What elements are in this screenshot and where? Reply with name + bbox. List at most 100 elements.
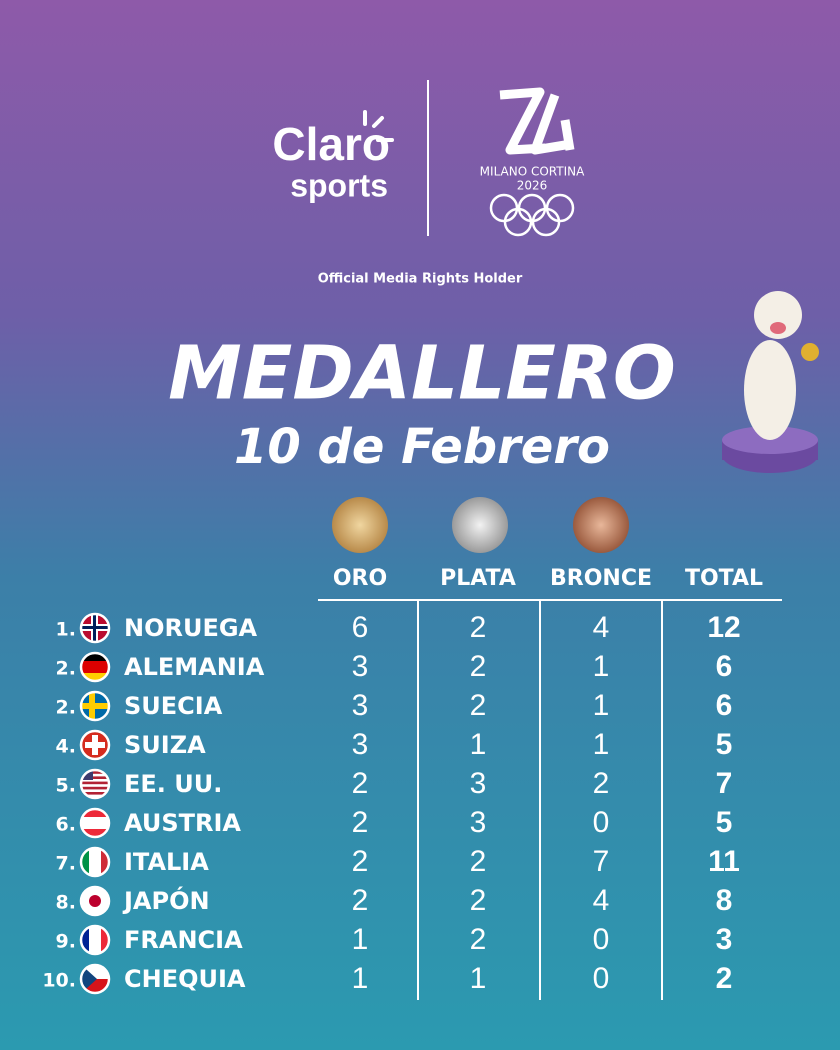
total-count: 3 bbox=[716, 923, 733, 956]
flag-part bbox=[81, 848, 89, 876]
medal-count: 1 bbox=[470, 728, 487, 761]
country: ALEMANIA bbox=[124, 653, 265, 681]
flag bbox=[79, 846, 111, 878]
medal-count: 2 bbox=[352, 845, 369, 878]
medal-count: 3 bbox=[470, 806, 487, 839]
flag-art bbox=[81, 614, 109, 642]
total-count: 5 bbox=[716, 728, 733, 761]
flag-part bbox=[81, 626, 109, 629]
total-count: 12 bbox=[707, 611, 740, 644]
flag-part bbox=[81, 809, 109, 817]
flag-border bbox=[79, 807, 111, 839]
flag bbox=[79, 924, 111, 956]
flag-part bbox=[85, 742, 105, 748]
flag-art bbox=[81, 887, 109, 915]
flag-part bbox=[81, 653, 109, 661]
flag-part bbox=[101, 926, 109, 954]
medal-count: 2 bbox=[470, 923, 487, 956]
total-count: 11 bbox=[708, 845, 740, 878]
medal-count: 2 bbox=[470, 611, 487, 644]
flag-part bbox=[101, 848, 109, 876]
flag-part bbox=[81, 781, 109, 785]
flag-art bbox=[81, 692, 109, 720]
rank: 7. bbox=[56, 853, 76, 875]
flag-border bbox=[79, 963, 111, 995]
flag-border bbox=[79, 690, 111, 722]
flag-border bbox=[79, 924, 111, 956]
flag-art bbox=[81, 848, 109, 876]
rank: 5. bbox=[56, 775, 76, 797]
flag-border bbox=[79, 651, 111, 683]
silver-medal bbox=[452, 497, 508, 553]
mascot bbox=[722, 291, 819, 473]
flag-part bbox=[81, 786, 109, 790]
country: SUIZA bbox=[124, 731, 206, 759]
medal-count: 4 bbox=[593, 884, 610, 917]
games-emblem bbox=[499, 87, 575, 155]
brand-logo: Claro bbox=[272, 118, 390, 170]
flag-art bbox=[81, 770, 109, 798]
flag bbox=[79, 885, 111, 917]
medal-count: 0 bbox=[593, 962, 610, 995]
rank: 6. bbox=[56, 814, 76, 836]
flag-art bbox=[81, 809, 109, 837]
flag-part bbox=[81, 673, 109, 681]
flag-part bbox=[81, 926, 89, 954]
rank: 1. bbox=[56, 619, 76, 641]
medal-count: 3 bbox=[352, 689, 369, 722]
flag bbox=[79, 612, 111, 644]
total-count: 6 bbox=[716, 650, 733, 683]
medal-count: 1 bbox=[593, 650, 610, 683]
medal-count: 1 bbox=[352, 962, 369, 995]
country: EE. UU. bbox=[124, 770, 222, 798]
flag-part bbox=[81, 661, 109, 673]
total-count: 7 bbox=[716, 767, 733, 800]
total-count: 2 bbox=[716, 962, 733, 995]
total-count: 8 bbox=[716, 884, 733, 917]
rank: 2. bbox=[56, 658, 76, 680]
medal-count: 2 bbox=[352, 806, 369, 839]
rank: 2. bbox=[56, 697, 76, 719]
flag-part bbox=[81, 776, 109, 779]
medal-count: 3 bbox=[352, 650, 369, 683]
flag bbox=[79, 651, 111, 683]
medal-count: 2 bbox=[352, 767, 369, 800]
flag-part bbox=[81, 817, 109, 829]
flag-part bbox=[81, 771, 109, 774]
medal-count: 2 bbox=[470, 689, 487, 722]
medal-count: 0 bbox=[593, 923, 610, 956]
medal-count: 6 bbox=[352, 611, 369, 644]
country: ITALIA bbox=[124, 848, 209, 876]
total-count: 6 bbox=[716, 689, 733, 722]
medal-count: 2 bbox=[593, 767, 610, 800]
flag-part bbox=[81, 829, 109, 837]
table-rules bbox=[318, 599, 782, 1000]
rights-holder: Official Media Rights Holder bbox=[318, 272, 523, 287]
medal-count: 7 bbox=[593, 845, 610, 878]
country: AUSTRIA bbox=[124, 809, 241, 837]
flag bbox=[79, 963, 111, 995]
medal-count: 2 bbox=[470, 845, 487, 878]
gold-medal bbox=[332, 497, 388, 553]
flag-part bbox=[81, 792, 109, 795]
medal-count: 3 bbox=[470, 767, 487, 800]
brand-sub: sports bbox=[290, 167, 388, 203]
medal-count: 2 bbox=[470, 884, 487, 917]
medal-count: 1 bbox=[352, 923, 369, 956]
column-header: BRONCE bbox=[550, 566, 652, 591]
medal-count: 2 bbox=[352, 884, 369, 917]
rank: 10. bbox=[42, 970, 76, 992]
country: NORUEGA bbox=[124, 614, 258, 642]
flag-border bbox=[79, 885, 111, 917]
flag bbox=[79, 729, 111, 761]
column-header: PLATA bbox=[440, 566, 516, 591]
flag-part bbox=[89, 926, 101, 954]
column-header: ORO bbox=[333, 566, 387, 591]
medal-count: 1 bbox=[593, 728, 610, 761]
subtitle: 10 de Febrero bbox=[234, 419, 610, 475]
flag-art bbox=[81, 926, 109, 954]
flag-art bbox=[81, 653, 109, 681]
flag bbox=[79, 690, 111, 722]
